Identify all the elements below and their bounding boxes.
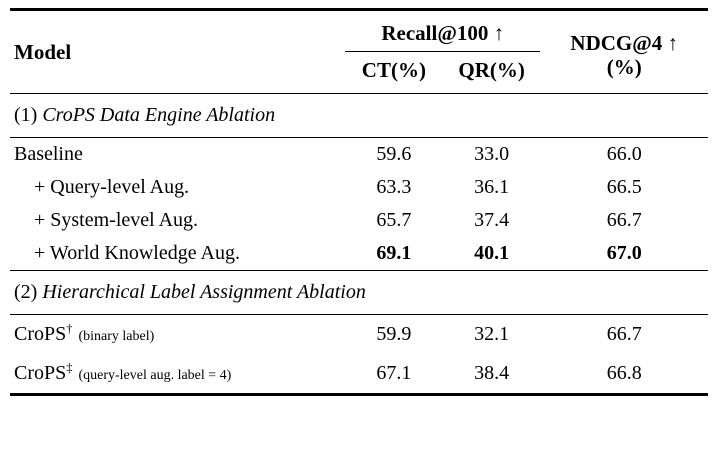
model-name: CroPS <box>14 323 67 345</box>
table-row: + System-level Aug. 65.7 37.4 66.7 <box>10 204 708 237</box>
ct-value: 67.1 <box>376 362 412 384</box>
ct-value: 63.3 <box>376 176 412 198</box>
col-header-model: Model <box>14 39 72 64</box>
col-group-recall: Recall@100 ↑ <box>345 9 541 52</box>
ablation-table: Model Recall@100 ↑ NDCG@4 ↑ (%) CT(%) QR… <box>10 8 708 396</box>
model-cell: + World Knowledge Aug. <box>34 242 240 264</box>
table-row: + Query-level Aug. 63.3 36.1 66.5 <box>10 171 708 204</box>
header-row-1: Model Recall@100 ↑ NDCG@4 ↑ (%) <box>10 9 708 79</box>
section-1-name: CroPS Data Engine Ablation <box>42 104 276 126</box>
ndcg-value: 66.7 <box>540 314 708 354</box>
section-2-row: (2) Hierarchical Label Assignment Ablati… <box>10 270 708 315</box>
model-note: (query-level aug. label = 4) <box>78 368 232 383</box>
table-row: + World Knowledge Aug. 69.1 40.1 67.0 <box>10 237 708 271</box>
section-2-name: Hierarchical Label Assignment Ablation <box>42 281 366 303</box>
qr-value: 32.1 <box>442 314 541 354</box>
qr-value: 38.4 <box>474 362 510 384</box>
col-header-ndcg: NDCG@4 ↑ (%) <box>540 10 708 94</box>
col-header-ct: CT(%) <box>361 58 426 82</box>
section-1-prefix: (1) <box>14 104 38 126</box>
model-cell: CroPS† (binary label) <box>10 314 346 354</box>
ndcg-value: 66.5 <box>606 176 642 198</box>
ct-value: 69.1 <box>376 242 412 264</box>
ndcg-value: 66.7 <box>606 209 642 231</box>
ndcg-header-line1: NDCG@4 ↑ <box>570 30 679 55</box>
ndcg-value: 66.8 <box>606 362 642 384</box>
table-row: CroPS‡(query-level aug. label = 4) 67.1 … <box>10 354 708 395</box>
header-row-2: CT(%) QR(%) <box>10 52 708 94</box>
section-2-prefix: (2) <box>14 281 38 303</box>
table-row: Baseline 59.6 33.0 66.0 <box>10 137 708 171</box>
ndcg-value: 67.0 <box>606 242 642 264</box>
double-dagger-marker: ‡ <box>66 360 73 375</box>
qr-value: 40.1 <box>474 242 510 264</box>
qr-value: 36.1 <box>474 176 510 198</box>
model-cell: Baseline <box>10 137 346 171</box>
qr-value: 37.4 <box>474 209 510 231</box>
ndcg-header-line2: (%) <box>606 55 642 79</box>
section-2-title: (2) Hierarchical Label Assignment Ablati… <box>10 270 708 315</box>
col-header-qr: QR(%) <box>458 58 525 82</box>
model-cell: + Query-level Aug. <box>34 176 190 198</box>
ct-value: 65.7 <box>376 209 412 231</box>
table-row: CroPS† (binary label) 59.9 32.1 66.7 <box>10 314 708 354</box>
model-note: (binary label) <box>78 329 155 344</box>
ndcg-value: 66.0 <box>540 137 708 171</box>
model-name: CroPS <box>14 362 67 384</box>
ct-value: 59.9 <box>345 314 443 354</box>
section-1-title: (1) CroPS Data Engine Ablation <box>10 93 708 138</box>
model-cell: + System-level Aug. <box>34 209 199 231</box>
model-cell: CroPS‡ (query-level aug. label = 4) <box>10 354 345 395</box>
qr-value: 33.0 <box>442 137 541 171</box>
dagger-marker: † <box>66 321 73 336</box>
ct-value: 59.6 <box>345 137 443 171</box>
section-1-row: (1) CroPS Data Engine Ablation <box>10 93 708 138</box>
